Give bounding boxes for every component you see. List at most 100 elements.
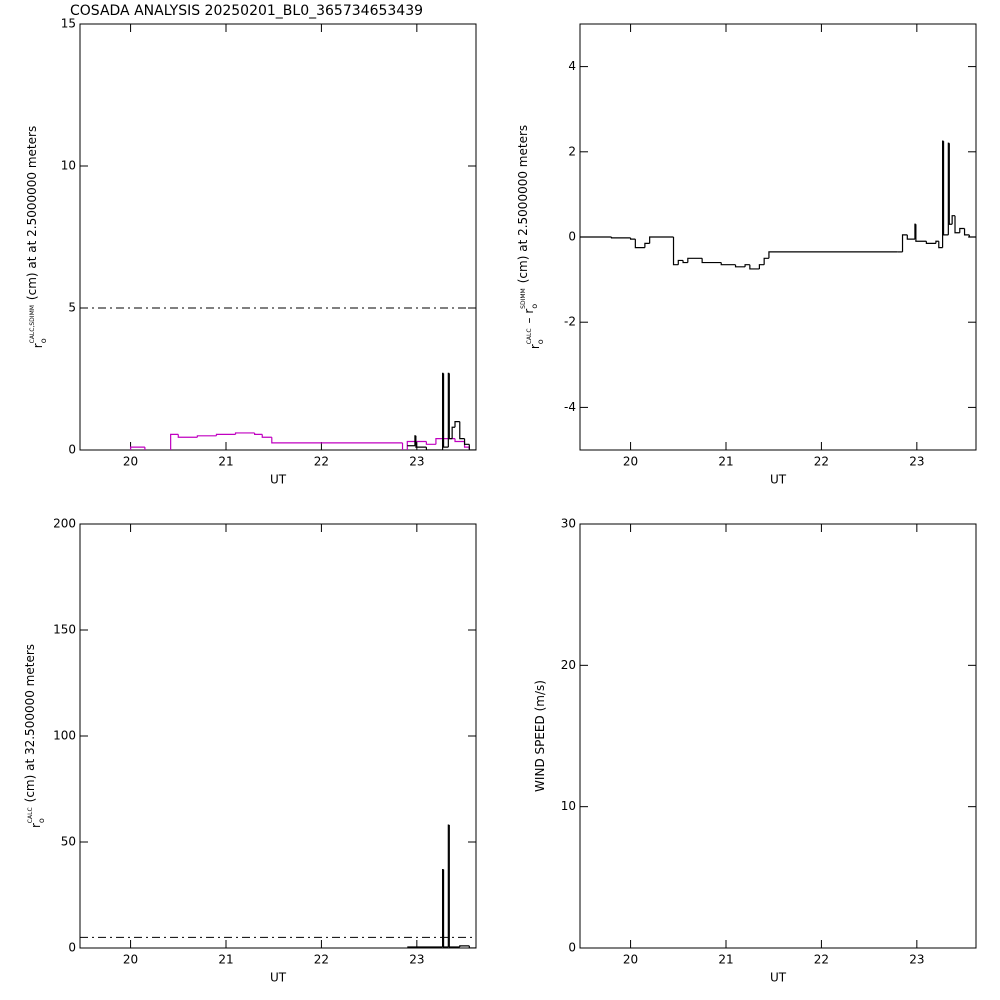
step-segment bbox=[170, 433, 179, 450]
step-segment bbox=[406, 440, 427, 450]
step-segment bbox=[644, 242, 650, 248]
step-segment bbox=[963, 228, 970, 236]
step-segment bbox=[415, 435, 427, 448]
x-tick-label: 23 bbox=[409, 455, 424, 469]
y-label-sup: CALC,SDIMM bbox=[29, 305, 36, 343]
step-segment bbox=[942, 141, 949, 236]
y-tick-label: 100 bbox=[53, 729, 76, 743]
step-segment bbox=[915, 224, 927, 242]
step-segment bbox=[687, 257, 703, 263]
y-tick-label: -2 bbox=[564, 315, 576, 329]
y-label-sub: o bbox=[37, 818, 46, 823]
y-label-sup: CALC bbox=[526, 328, 533, 344]
y-label-text: (cm) at 2.5000000 meters bbox=[516, 125, 530, 283]
y-axis-label: roCALC,SDIMM (cm) at at 2.5000000 meters bbox=[25, 126, 48, 348]
step-segment bbox=[610, 237, 631, 239]
step-segment bbox=[234, 432, 255, 435]
y-label-text: r bbox=[29, 823, 43, 828]
y-label-sub: o bbox=[530, 304, 539, 309]
step-segment bbox=[758, 264, 765, 269]
y-label-text: (cm) at at 2.5000000 meters bbox=[25, 126, 39, 300]
step-segment bbox=[948, 143, 953, 225]
x-tick-label: 22 bbox=[314, 455, 329, 469]
step-segment bbox=[951, 215, 956, 225]
step-segment bbox=[935, 240, 939, 244]
x-tick-label: 23 bbox=[409, 953, 424, 967]
step-segment bbox=[682, 260, 688, 264]
y-tick-label: -4 bbox=[564, 400, 576, 414]
step-segment bbox=[454, 438, 465, 443]
y-tick-label: 2 bbox=[568, 144, 576, 158]
x-axis-label: UT bbox=[270, 473, 287, 487]
y-tick-label: 4 bbox=[568, 59, 576, 73]
x-tick-label: 21 bbox=[718, 455, 733, 469]
step-segment bbox=[435, 438, 456, 445]
y-label-text: r bbox=[528, 344, 542, 349]
step-segment bbox=[968, 234, 976, 238]
x-axis-label: UT bbox=[270, 971, 287, 985]
y-tick-label: 0 bbox=[68, 443, 76, 457]
plot-frame bbox=[579, 523, 977, 949]
step-segment bbox=[677, 259, 684, 265]
step-segment bbox=[129, 446, 145, 450]
x-tick-label: 20 bbox=[623, 455, 638, 469]
step-segment bbox=[649, 236, 674, 244]
y-axis-label: WIND SPEED (m/s) bbox=[533, 680, 547, 792]
step-segment bbox=[261, 434, 272, 438]
x-tick-label: 21 bbox=[218, 953, 233, 967]
x-axis-label: UT bbox=[770, 473, 787, 487]
x-tick-label: 20 bbox=[123, 455, 138, 469]
x-tick-label: 21 bbox=[218, 455, 233, 469]
y-axis-label: roCALC– roSDIMM(cm) at 2.5000000 meters bbox=[516, 125, 545, 349]
x-tick-label: 22 bbox=[314, 953, 329, 967]
y-label-sup: SDIMM bbox=[520, 288, 527, 309]
step-segment bbox=[763, 257, 769, 265]
x-tick-label: 20 bbox=[623, 953, 638, 967]
plot-frame bbox=[579, 23, 977, 451]
step-segment bbox=[451, 426, 456, 439]
step-segment bbox=[629, 237, 636, 240]
plot-frame bbox=[79, 523, 477, 949]
x-tick-label: 20 bbox=[123, 953, 138, 967]
y-label-sub: o bbox=[39, 338, 48, 343]
x-axis-label: UT bbox=[770, 971, 787, 985]
y-tick-label: 10 bbox=[61, 159, 76, 173]
x-tick-label: 23 bbox=[909, 953, 924, 967]
step-segment bbox=[938, 241, 943, 249]
series-group bbox=[407, 824, 476, 948]
y-tick-label: 200 bbox=[53, 517, 76, 531]
y-tick-label: 150 bbox=[53, 623, 76, 637]
step-segment bbox=[925, 241, 936, 244]
y-label-sup: CALC bbox=[27, 807, 34, 823]
step-segment bbox=[468, 447, 470, 450]
y-tick-label: 0 bbox=[568, 941, 576, 955]
step-segment bbox=[468, 945, 476, 948]
y-tick-label: 0 bbox=[68, 941, 76, 955]
step-segment bbox=[448, 373, 453, 440]
step-segment bbox=[459, 421, 465, 440]
step-segment bbox=[425, 441, 436, 445]
step-segment bbox=[254, 432, 263, 435]
y-tick-label: 30 bbox=[561, 517, 576, 531]
y-tick-label: 0 bbox=[568, 230, 576, 244]
step-segment bbox=[906, 234, 915, 240]
step-segment bbox=[901, 234, 908, 252]
y-tick-label: 5 bbox=[68, 301, 76, 315]
step-segment bbox=[442, 869, 449, 948]
step-segment bbox=[425, 447, 443, 450]
step-segment bbox=[448, 825, 460, 948]
series-group bbox=[580, 140, 976, 270]
y-label-sub: o bbox=[536, 339, 545, 344]
x-tick-label: 21 bbox=[718, 953, 733, 967]
step-segment bbox=[634, 239, 645, 249]
step-segment bbox=[959, 227, 965, 233]
y-label-text: WIND SPEED (m/s) bbox=[533, 680, 547, 792]
step-segment bbox=[401, 442, 404, 450]
step-segment bbox=[749, 264, 760, 270]
x-tick-label: 22 bbox=[814, 455, 829, 469]
y-label-text: – r bbox=[522, 309, 536, 324]
step-segment bbox=[744, 264, 750, 267]
step-segment bbox=[454, 421, 460, 428]
y-label-text: (cm) at 32.500000 meters bbox=[23, 644, 37, 802]
